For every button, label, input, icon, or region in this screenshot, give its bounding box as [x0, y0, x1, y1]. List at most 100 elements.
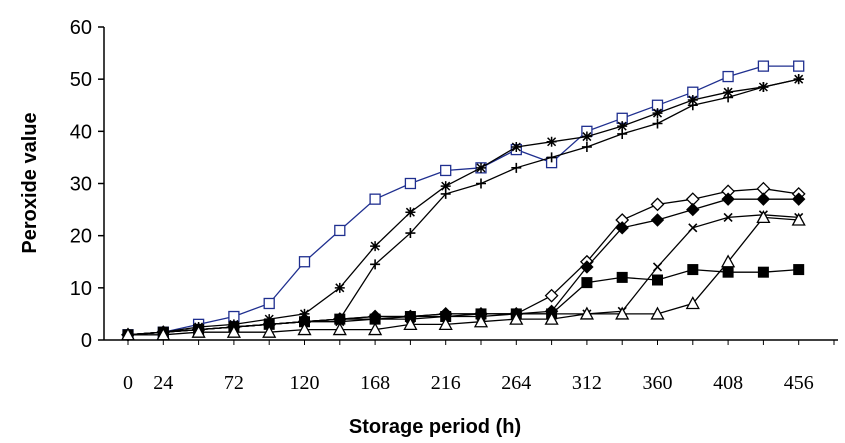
data-point [723, 212, 733, 222]
data-point [263, 297, 275, 310]
data-point [440, 164, 452, 177]
data-point [617, 121, 628, 132]
data-point [334, 282, 345, 293]
series-line [127, 65, 799, 336]
data-point [264, 319, 274, 329]
series-7 [123, 210, 804, 340]
data-point [546, 136, 557, 147]
data-point [721, 192, 735, 206]
x-tick-label: 24 [153, 372, 173, 394]
y-tick-label: 50 [70, 69, 92, 91]
data-point [299, 317, 310, 327]
data-point [615, 306, 630, 320]
data-point [262, 324, 277, 338]
data-point [579, 306, 594, 320]
x-axis-title: Storage period (h) [349, 416, 521, 438]
data-point [652, 262, 663, 272]
series-8 [120, 210, 806, 341]
x-tick-label: 0 [123, 372, 133, 394]
series-line [127, 78, 799, 336]
data-point [368, 322, 383, 336]
data-point [688, 223, 698, 233]
data-point [758, 81, 769, 92]
series-6 [122, 264, 805, 341]
data-point [511, 162, 522, 173]
x-tick-label: 168 [360, 372, 390, 394]
data-point [652, 118, 663, 129]
data-point [370, 314, 380, 324]
x-tick-label: 360 [643, 372, 673, 394]
x-tick-label: 312 [572, 372, 602, 394]
y-tick-label: 20 [70, 226, 92, 248]
data-point [509, 311, 524, 325]
data-point [370, 241, 381, 252]
data-point [405, 228, 416, 239]
data-point [544, 288, 559, 303]
data-point [370, 259, 381, 270]
y-tick-label: 0 [81, 330, 92, 352]
data-point [757, 60, 770, 72]
x-axis-ticks: 0 24 72 120 168 216 264 312 360 408 456 [123, 340, 835, 394]
data-point [476, 178, 486, 189]
data-point [473, 314, 489, 328]
data-point [616, 271, 628, 283]
data-point [756, 192, 771, 206]
data-point [650, 306, 665, 320]
data-point [615, 221, 629, 235]
data-point [403, 316, 418, 331]
data-point [793, 264, 805, 276]
data-point [791, 192, 806, 206]
series-layer [120, 60, 806, 342]
data-point [652, 108, 663, 119]
data-point [686, 202, 700, 217]
x-tick-label: 72 [224, 372, 244, 394]
data-point [404, 177, 417, 190]
y-tick-label: 10 [70, 278, 92, 300]
data-point [687, 264, 699, 276]
data-point [756, 210, 771, 224]
data-point [757, 266, 769, 278]
axes [103, 27, 838, 341]
y-axis-title: Peroxide value [19, 112, 41, 253]
data-point [581, 277, 593, 289]
data-point [650, 213, 665, 227]
data-point [723, 87, 734, 98]
data-point [791, 212, 806, 226]
x-tick-label: 216 [431, 372, 461, 394]
data-point [793, 60, 805, 72]
data-point [438, 316, 453, 331]
y-tick-label: 30 [70, 174, 92, 196]
y-axis-ticks: 0 10 20 30 40 50 60 [70, 17, 104, 352]
data-point [652, 274, 663, 286]
y-tick-label: 60 [70, 17, 92, 39]
data-point [332, 322, 347, 336]
data-point [581, 141, 592, 152]
data-point [405, 207, 416, 218]
series-line [128, 216, 799, 336]
y-tick-label: 40 [70, 121, 92, 143]
data-point [440, 181, 451, 192]
data-point [226, 324, 241, 338]
data-point [581, 131, 592, 142]
data-point [299, 308, 310, 319]
data-point [191, 324, 206, 338]
data-point [334, 224, 346, 237]
x-tick-label: 264 [501, 372, 531, 394]
data-point [721, 254, 736, 268]
x-tick-label: 408 [713, 372, 743, 394]
data-point [297, 322, 312, 336]
data-point [440, 188, 451, 199]
data-point [687, 100, 698, 111]
data-point [544, 311, 559, 325]
data-point [617, 128, 628, 139]
data-point [476, 162, 486, 173]
data-point [793, 74, 804, 85]
data-point [687, 95, 698, 106]
data-point [722, 70, 734, 83]
x-tick-label: 456 [784, 372, 814, 394]
data-point [723, 92, 734, 103]
data-point [685, 296, 700, 310]
data-point [441, 311, 451, 322]
data-point [298, 256, 311, 268]
